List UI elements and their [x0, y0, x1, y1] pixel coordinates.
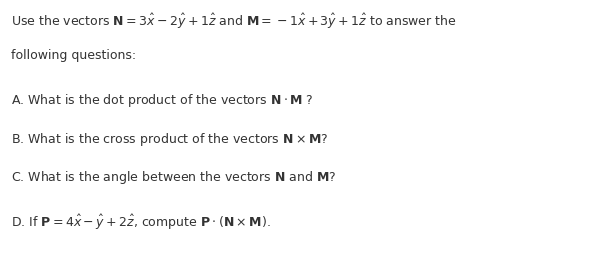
Text: Use the vectors $\mathbf{N} = 3\hat{x} - 2\hat{y} + 1\hat{z}$ and $\mathbf{M} = : Use the vectors $\mathbf{N} = 3\hat{x} -… — [11, 12, 457, 30]
Text: following questions:: following questions: — [11, 49, 136, 62]
Text: D. If $\mathbf{P} = 4\hat{x} - \hat{y} + 2\hat{z}$, compute $\mathbf{P} \cdot (\: D. If $\mathbf{P} = 4\hat{x} - \hat{y} +… — [11, 212, 271, 231]
Text: A. What is the dot product of the vectors $\mathbf{N} \cdot \mathbf{M}$ ?: A. What is the dot product of the vector… — [11, 92, 314, 109]
Text: C. What is the angle between the vectors $\mathbf{N}$ and $\mathbf{M}$?: C. What is the angle between the vectors… — [11, 169, 336, 186]
Text: B. What is the cross product of the vectors $\mathbf{N} \times \mathbf{M}$?: B. What is the cross product of the vect… — [11, 131, 328, 147]
